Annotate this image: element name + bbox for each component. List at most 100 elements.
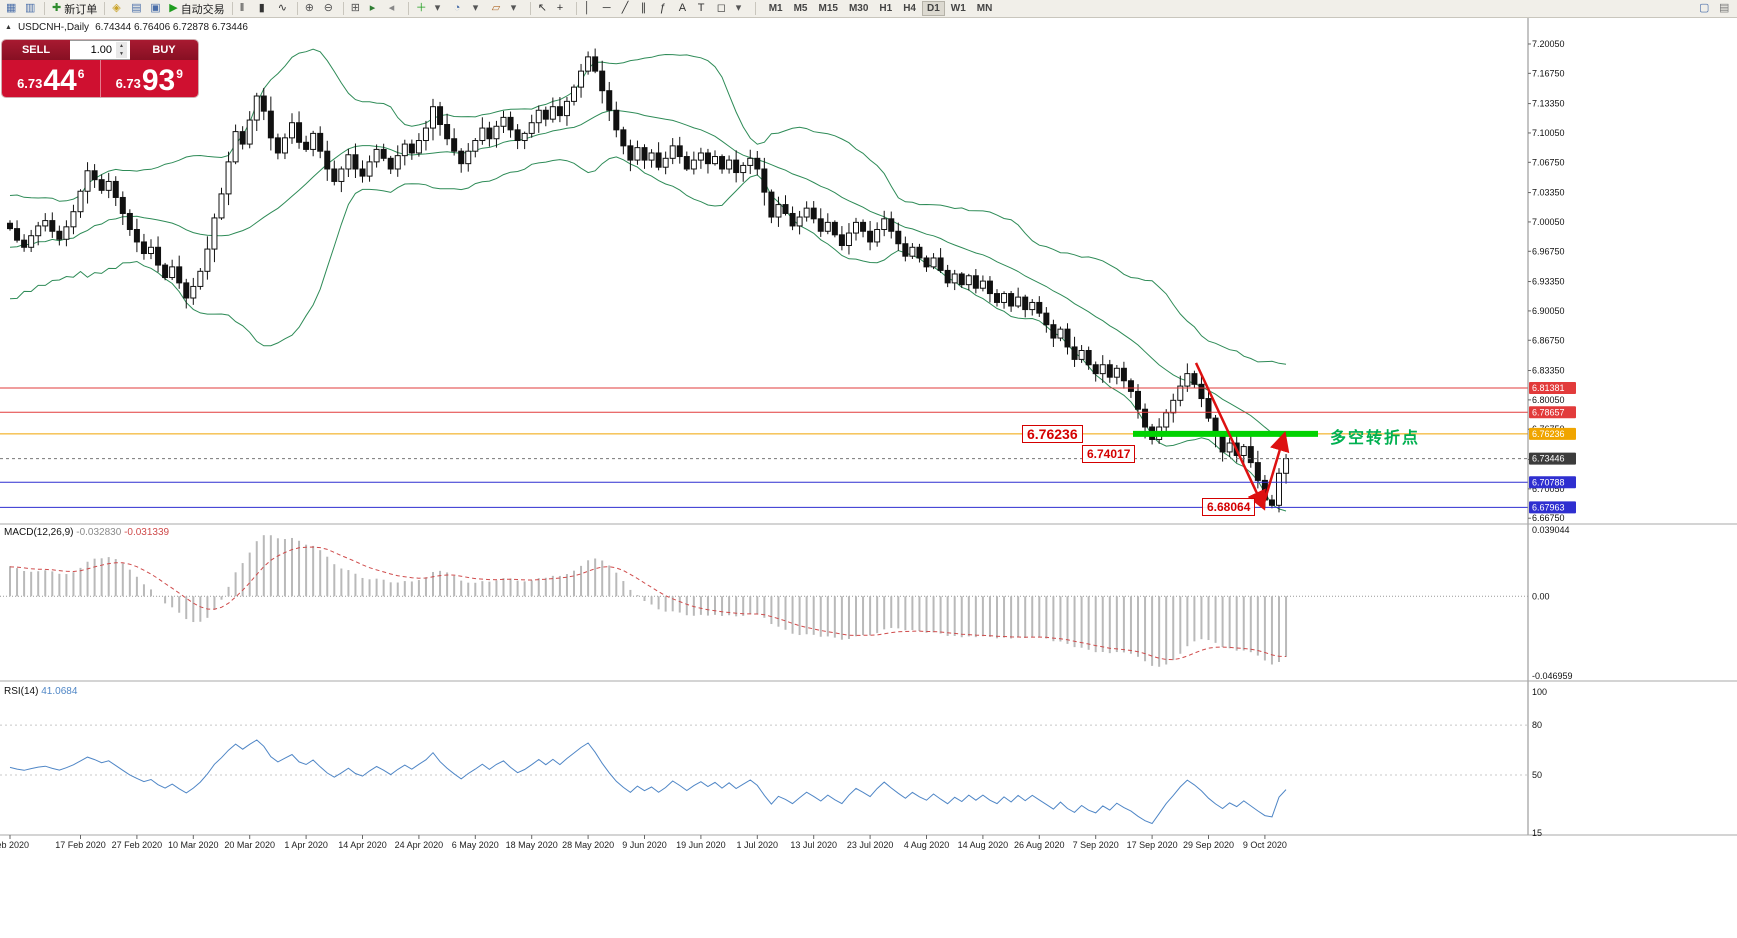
label-tool-button[interactable]: T xyxy=(695,1,713,17)
candle xyxy=(867,230,874,243)
buy-price[interactable]: 6.73 93 9 xyxy=(99,60,199,97)
candle xyxy=(380,148,387,159)
candle xyxy=(84,170,91,192)
market-watch-button[interactable]: ▤ xyxy=(128,1,146,17)
candle xyxy=(197,270,204,287)
candle xyxy=(592,56,599,72)
indicators-menu-button[interactable]: ▾ xyxy=(432,1,450,17)
price-badge-label: 6.70788 xyxy=(1532,477,1565,487)
timeframe-h1-button[interactable]: H1 xyxy=(874,1,897,16)
candle xyxy=(430,106,436,129)
bar-chart-mode-icon: ‖ xyxy=(239,2,245,14)
candle xyxy=(662,157,669,168)
candle xyxy=(754,157,761,170)
price-axis[interactable]: 7.20050 7.16750 7.13350 7.10050 7.06750 7.033… xyxy=(0,18,1737,836)
channel-tool-button[interactable]: ∥ xyxy=(638,1,656,17)
timeframe-m5-button[interactable]: M5 xyxy=(789,1,813,16)
indicators-button[interactable]: ＋ xyxy=(413,1,431,17)
shapes-tool-button[interactable]: ◻ xyxy=(714,1,732,17)
candle xyxy=(49,220,56,232)
one-click-collapse-icon[interactable]: ▲ xyxy=(5,24,12,31)
time-axis-label: 14 Aug 2020 xyxy=(958,840,1009,850)
tile-windows-button[interactable]: ⊞ xyxy=(348,1,366,17)
price-axis-label: 7.06750 xyxy=(1532,157,1565,167)
timeframe-m1-button[interactable]: M1 xyxy=(764,1,788,16)
buy-button[interactable]: BUY xyxy=(130,40,198,60)
candle xyxy=(1036,301,1043,314)
metaeditor-button[interactable]: ◈ xyxy=(109,1,127,17)
candle xyxy=(704,152,711,165)
auto-scroll-button[interactable]: ▸ xyxy=(367,1,385,17)
terminal-icon: ▣ xyxy=(150,2,161,14)
timeframe-w1-button[interactable]: W1 xyxy=(946,1,971,16)
candle xyxy=(507,116,514,131)
crosshair-tool-button[interactable]: + xyxy=(554,1,572,17)
fibonacci-tool-button[interactable]: ƒ xyxy=(657,1,675,17)
candle xyxy=(831,221,838,236)
price-callout-label[interactable]: 6.68064 xyxy=(1202,497,1256,516)
vertical-line-tool-button[interactable]: │ xyxy=(581,1,599,17)
candle xyxy=(98,179,105,191)
docking-button[interactable]: ▢ xyxy=(1696,1,1714,17)
volume-down-button[interactable]: ▼ xyxy=(116,50,127,58)
candle xyxy=(1022,296,1029,311)
candle xyxy=(444,124,451,140)
candle xyxy=(7,222,13,230)
candle xyxy=(331,168,338,182)
cursor-tool-button[interactable]: ↖ xyxy=(535,1,553,17)
price-callout-label[interactable]: 6.74017 xyxy=(1082,444,1136,463)
candle xyxy=(1057,328,1064,339)
zoom-in-button[interactable]: ⊕ xyxy=(302,1,320,17)
line-chart-mode-button[interactable]: ∿ xyxy=(275,1,293,17)
rsi-line xyxy=(9,739,1287,825)
price-badge-label: 6.73446 xyxy=(1532,454,1565,464)
timeframe-h4-button[interactable]: H4 xyxy=(898,1,921,16)
text-tool-button[interactable]: A xyxy=(676,1,694,17)
candle xyxy=(1085,349,1092,366)
trend-arrow[interactable] xyxy=(1261,431,1290,507)
candle xyxy=(310,132,317,150)
pivot-level-segment[interactable] xyxy=(1133,430,1318,437)
zoom-out-button[interactable]: ⊖ xyxy=(321,1,339,17)
volume-up-button[interactable]: ▲ xyxy=(116,42,127,50)
pivot-annotation-text[interactable]: 多空转折点 xyxy=(1330,429,1421,447)
trend-arrow[interactable] xyxy=(1194,362,1266,511)
bar-chart-mode-button[interactable]: ‖ xyxy=(237,1,255,17)
toolbar-separator xyxy=(296,2,298,15)
timeframe-d1-button[interactable]: D1 xyxy=(922,1,945,16)
templates-menu-button[interactable]: ▾ xyxy=(508,1,526,17)
timeframe-m30-button[interactable]: M30 xyxy=(844,1,873,16)
chart-canvas[interactable]: 7.20050 7.16750 7.13350 7.10050 7.06750 7.033… xyxy=(0,18,1737,938)
candle xyxy=(296,122,303,143)
terminal-button[interactable]: ▣ xyxy=(147,1,165,17)
horizontal-line-tool-button[interactable]: ─ xyxy=(600,1,618,17)
periods-menu-button[interactable]: ▾ xyxy=(470,1,488,17)
chart-shift-button[interactable]: ◂ xyxy=(386,1,404,17)
price-axis-label: 7.16750 xyxy=(1532,68,1565,78)
time-axis[interactable]: Feb 2020 17 Feb 2020 27 Feb 2020 10 Mar 202… xyxy=(0,835,1287,850)
autotrading-button[interactable]: ▶ 自动交易 xyxy=(166,1,227,17)
trendline-tool-button[interactable]: ╱ xyxy=(619,1,637,17)
price-callout-label[interactable]: 6.76236 xyxy=(1022,424,1083,443)
volume-input[interactable] xyxy=(70,43,114,57)
timeframe-m15-button[interactable]: M15 xyxy=(814,1,843,16)
candle xyxy=(1071,346,1078,360)
channel-tool-icon: ∥ xyxy=(640,2,647,14)
docking-icon: ▢ xyxy=(1699,2,1710,14)
candle xyxy=(465,150,472,165)
time-axis-label: 9 Oct 2020 xyxy=(1243,840,1287,850)
candle xyxy=(1184,373,1191,387)
timeframe-mn-button[interactable]: MN xyxy=(972,1,998,16)
periods-button[interactable]: ◔ xyxy=(451,1,469,17)
sell-price[interactable]: 6.73 44 6 xyxy=(2,60,100,97)
time-axis-label: 20 Mar 2020 xyxy=(224,840,275,850)
trade-prices-row: 6.73 44 6 6.73 93 9 xyxy=(2,60,198,97)
candlestick-mode-button[interactable]: ▮ xyxy=(256,1,274,17)
chart-profiles-button[interactable]: ▥ xyxy=(22,1,40,17)
sell-button[interactable]: SELL xyxy=(2,40,70,60)
new-chart-button[interactable]: ▦ xyxy=(3,1,21,17)
new-order-button[interactable]: ✚ 新订单 xyxy=(49,1,100,17)
window-menu-button[interactable]: ▤ xyxy=(1716,1,1734,17)
shapes-menu-button[interactable]: ▾ xyxy=(733,1,751,17)
templates-button[interactable]: ▱ xyxy=(489,1,507,17)
